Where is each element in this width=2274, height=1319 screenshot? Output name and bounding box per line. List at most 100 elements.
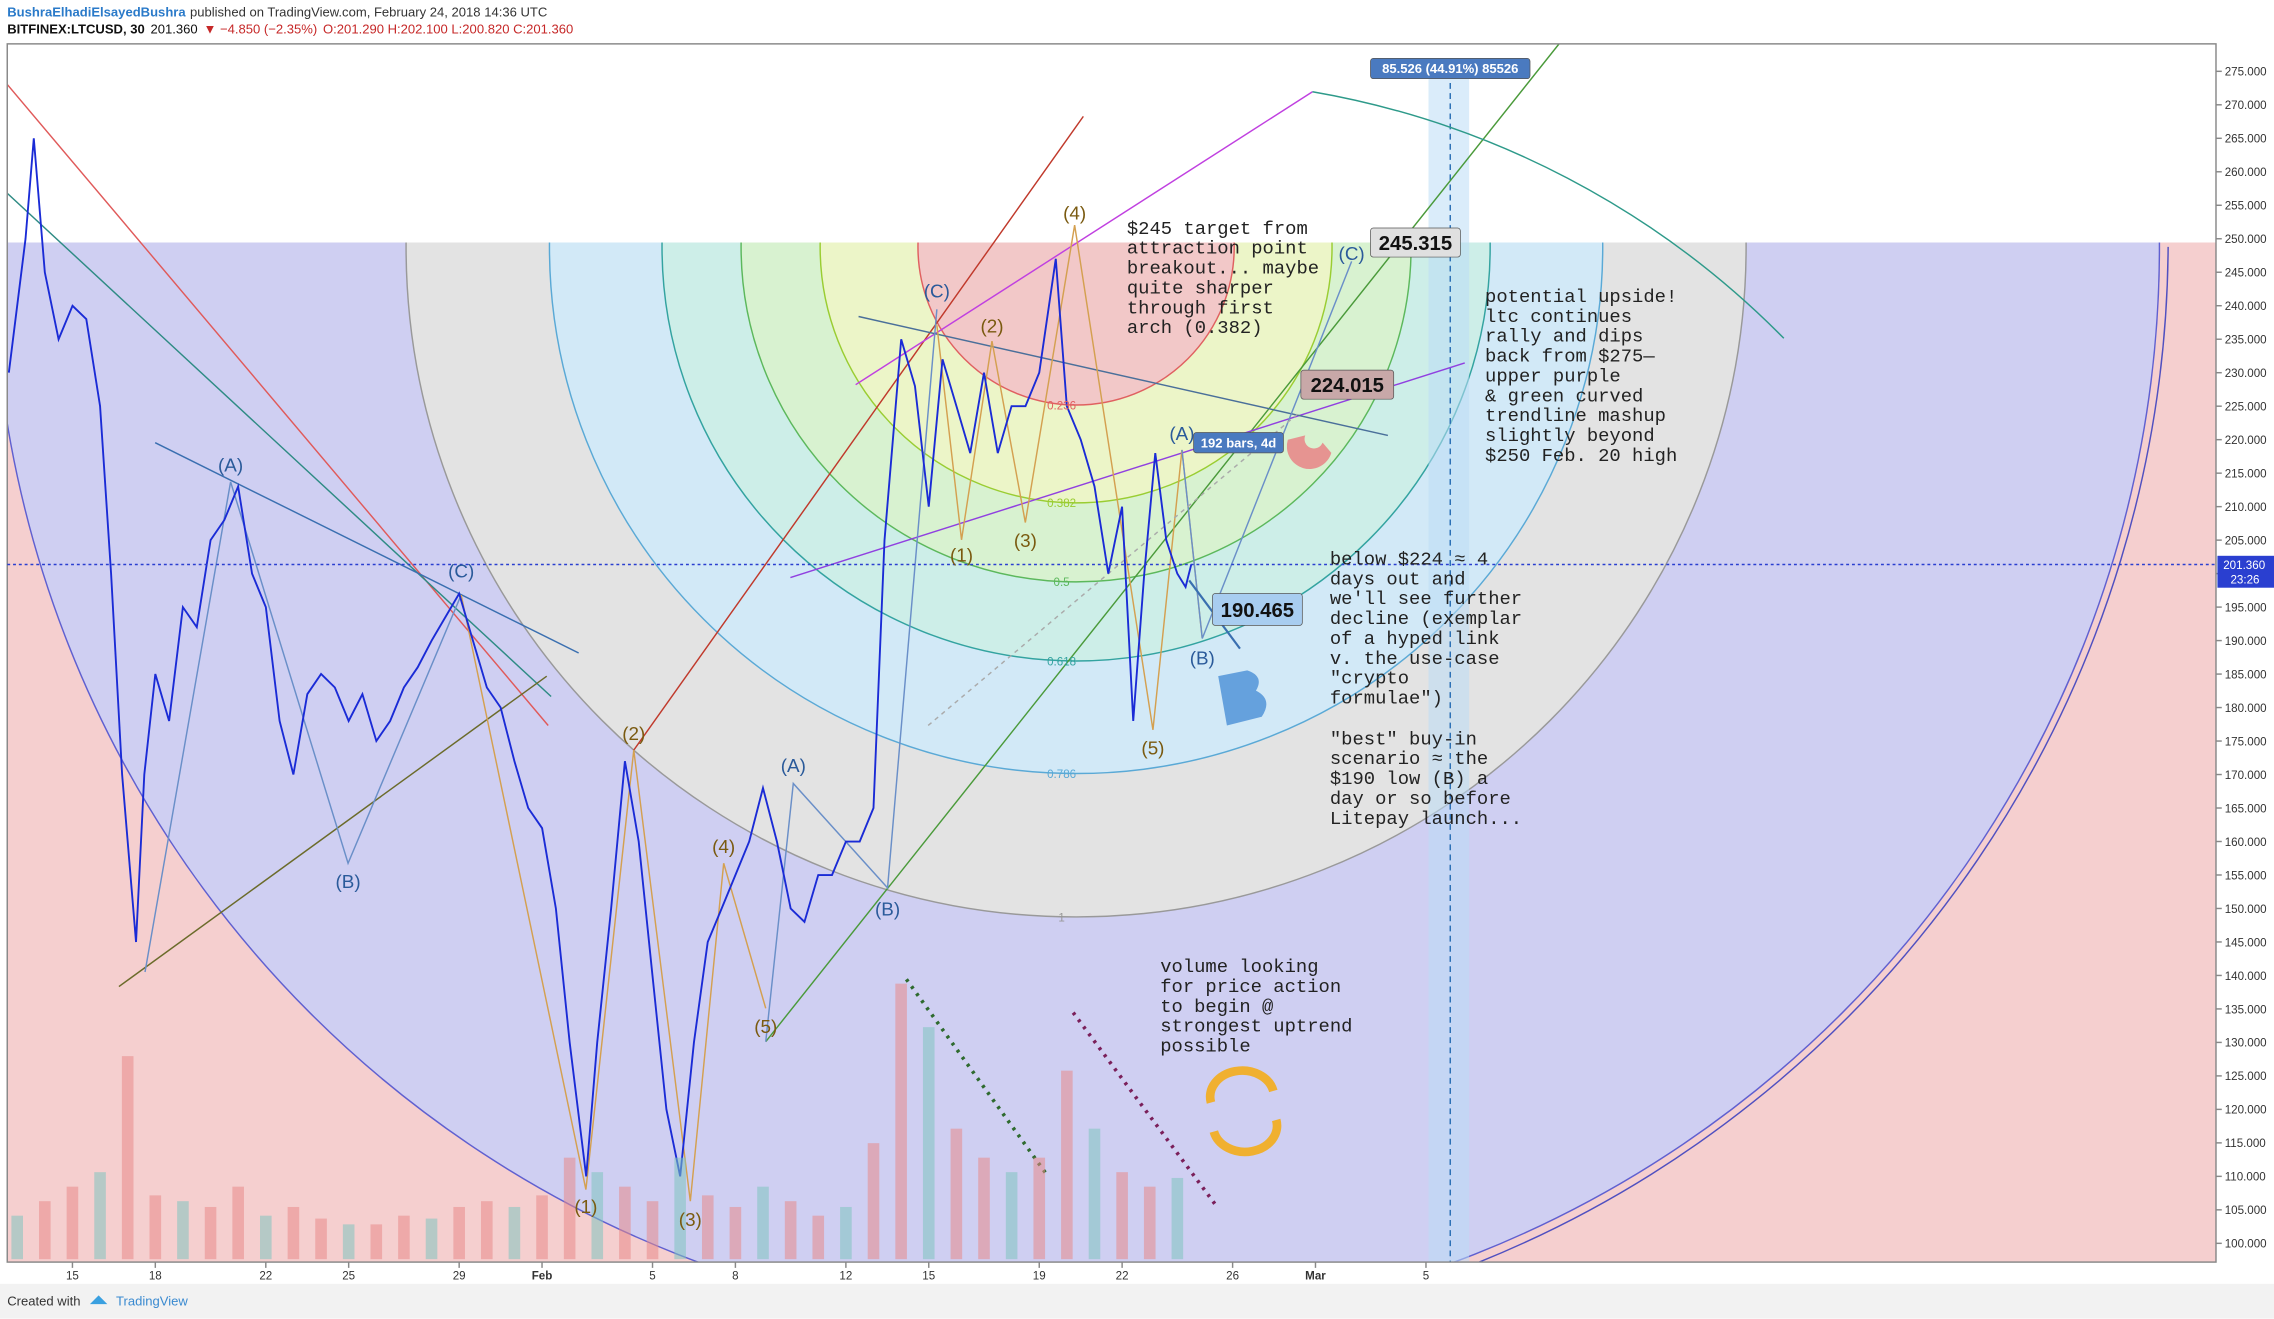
x-tick-label: 15: [66, 1269, 79, 1282]
y-tick-label: 110.000: [2225, 1171, 2266, 1184]
note-line: $190 low (B) a: [1330, 768, 1488, 790]
y-tick-label: 115.000: [2225, 1137, 2266, 1150]
price-box: [1212, 593, 1303, 626]
plot-frame: [6, 43, 2217, 1263]
note-line: for price action: [1160, 976, 1341, 998]
y-tick-label: 125.000: [2225, 1070, 2267, 1083]
fib-label: 1: [1058, 911, 1064, 924]
volume-bar: [315, 1218, 327, 1260]
volume-bar: [177, 1201, 189, 1260]
fib-circle: [917, 242, 1235, 406]
volume-bar: [757, 1186, 769, 1260]
volume-bar: [149, 1195, 162, 1260]
y-tick-label: 245.000: [2225, 267, 2267, 280]
volume-bar: [370, 1224, 383, 1260]
price-box: [1370, 58, 1531, 80]
wave-label: (5): [1141, 737, 1164, 758]
y-tick-label: 215.000: [2225, 468, 2267, 481]
range-band: [1428, 72, 1470, 1263]
header-line: BushraElhadiElsayedBushra published on Tr…: [7, 4, 547, 19]
note-line: back from $275—: [1485, 346, 1655, 368]
note-line: through first: [1127, 297, 1274, 319]
fib-label: 0.382: [1047, 497, 1076, 510]
y-tick-label: 170.000: [2225, 769, 2267, 782]
note-line: upper purple: [1485, 365, 1621, 387]
tv-logo: [89, 1295, 108, 1305]
trend-line: [633, 115, 1084, 751]
y-tick-label: 190.000: [2225, 635, 2267, 648]
trend-line: [118, 675, 548, 988]
volume-bar: [619, 1186, 631, 1260]
trend-line: [858, 315, 1389, 437]
y-tick-label: 220.000: [2225, 434, 2267, 447]
drawings: [7, 43, 2169, 1263]
wave-label: (C): [1339, 243, 1365, 264]
footer-brand[interactable]: TradingView: [116, 1294, 188, 1309]
volume-bar: [536, 1195, 548, 1260]
curved-trendline: [1478, 246, 2169, 1263]
y-tick-label: 235.000: [2225, 334, 2267, 347]
note-line: possible: [1160, 1036, 1250, 1058]
price-box: [1370, 227, 1461, 258]
y-tick-label: 230.000: [2225, 367, 2267, 380]
y-tick-label: 250.000: [2225, 233, 2267, 246]
volume-bar: [232, 1186, 244, 1260]
symbol-line: BITFINEX:LTCUSD, 30 201.360 ▼ −4.850 (−2.3…: [7, 22, 573, 37]
note-line: day or so before: [1330, 788, 1511, 810]
volume-bar: [1061, 1070, 1073, 1260]
volume-bar: [260, 1215, 272, 1260]
fib-label: 0.236: [1047, 399, 1076, 412]
y-tick-label: 275.000: [2225, 66, 2267, 79]
note-line: below $224 ≈ 4: [1330, 549, 1488, 571]
fib-label: 0.5: [1054, 576, 1070, 589]
fib-label: 0.786: [1047, 768, 1076, 781]
y-tick-label: 140.000: [2225, 970, 2267, 983]
x-tick-label: 22: [259, 1269, 272, 1282]
note-line: we'll see further: [1330, 588, 1522, 610]
wave-label: (3): [1014, 530, 1037, 551]
note-line: decline (exemplar: [1330, 608, 1522, 630]
price-box-label: 190.465: [1221, 600, 1294, 622]
volume-bar: [1005, 1172, 1018, 1260]
y-tick-label: 180.000: [2225, 702, 2267, 715]
x-tick-label: 25: [342, 1269, 355, 1282]
wave-line: [936, 225, 1203, 730]
note-line: of a hyped link: [1330, 628, 1500, 650]
volume-bar: [840, 1206, 852, 1260]
note-line: breakout... maybe: [1127, 258, 1319, 280]
volume-bar: [1116, 1172, 1128, 1260]
note-line: & green curved: [1485, 385, 1643, 407]
volume-bar: [674, 1157, 686, 1260]
note-line: arch (0.382): [1127, 317, 1263, 339]
wave-label: (C): [924, 281, 950, 302]
volume-bar: [812, 1215, 825, 1260]
note-line: scenario ≈ the: [1330, 748, 1488, 770]
wave-label: (5): [754, 1016, 777, 1037]
volume-bar: [922, 1027, 935, 1260]
note-line: "crypto: [1330, 668, 1409, 690]
volume-bar: [453, 1206, 465, 1260]
volume-bar: [1088, 1128, 1101, 1260]
y-tick-label: 205.000: [2225, 534, 2267, 547]
magnet-icon: [1286, 435, 1332, 470]
y-tick-label: 145.000: [2225, 936, 2267, 949]
wave-label: (4): [712, 836, 735, 857]
note-line: to begin @: [1160, 996, 1273, 1018]
wave-label: (1): [574, 1196, 597, 1217]
author[interactable]: BushraElhadiElsayedBushra: [7, 4, 186, 19]
price-box-label: 224.015: [1311, 375, 1384, 397]
wave-line: [765, 309, 938, 1042]
x-tick-label: 15: [922, 1269, 935, 1282]
y-tick-label: 135.000: [2225, 1003, 2267, 1016]
y-tick-label: 160.000: [2225, 836, 2267, 849]
volume-bar: [425, 1218, 438, 1260]
wave-label: (1): [950, 545, 973, 566]
note-line: $245 target from: [1127, 218, 1308, 240]
note-line: $250 Feb. 20 high: [1485, 445, 1677, 467]
x-tick-label: 29: [453, 1269, 466, 1282]
volume-bar: [729, 1206, 742, 1260]
volume-bar: [591, 1172, 604, 1260]
